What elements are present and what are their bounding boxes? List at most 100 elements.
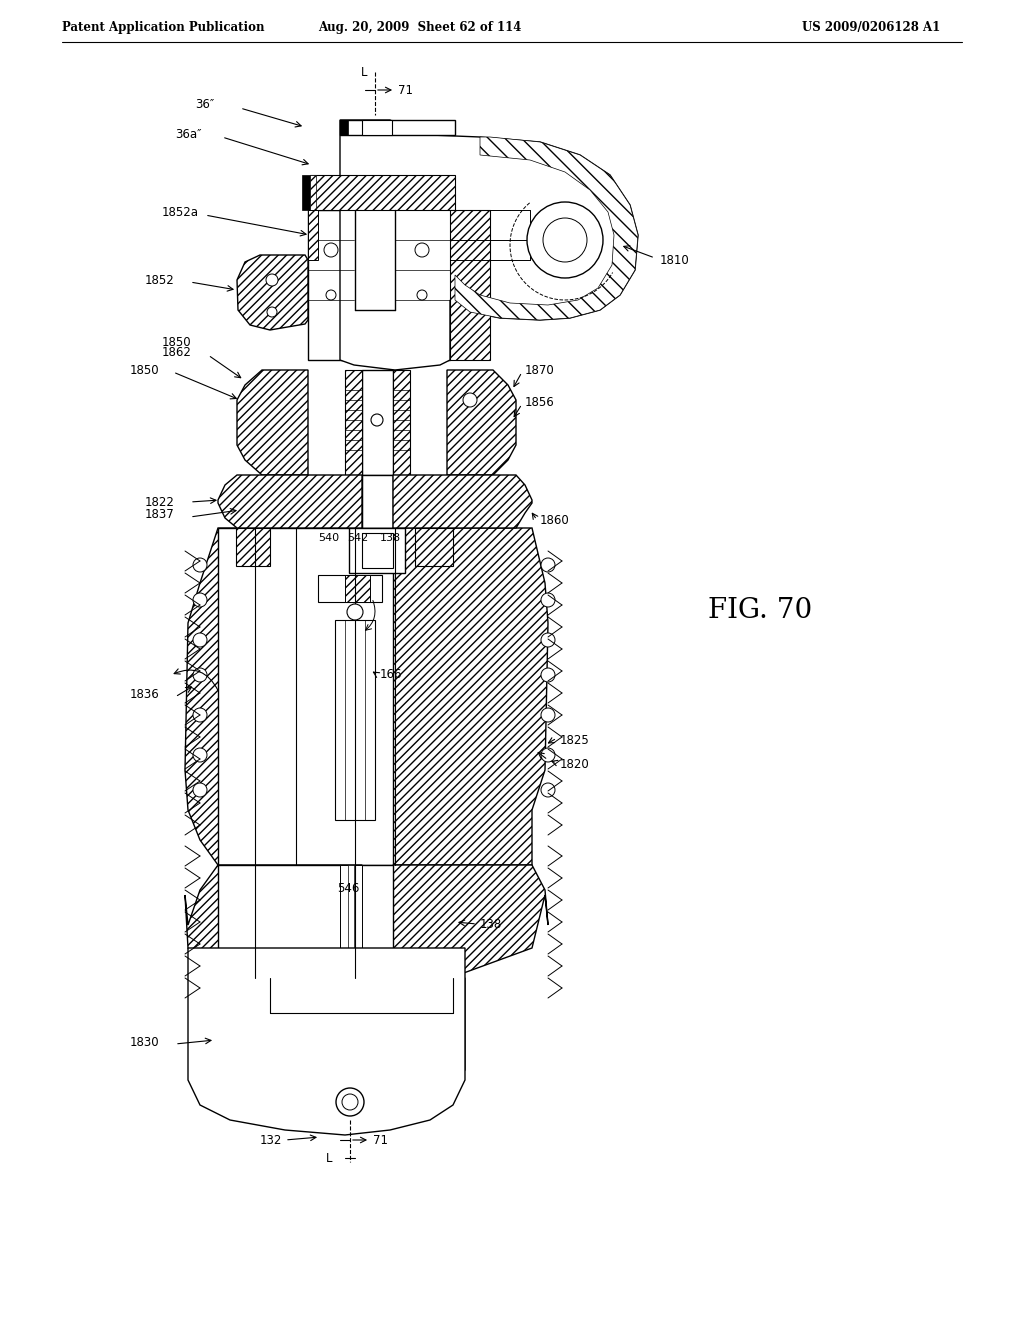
- Polygon shape: [393, 865, 548, 998]
- Text: 540: 540: [318, 533, 339, 543]
- Text: 1820: 1820: [560, 759, 590, 771]
- Polygon shape: [218, 475, 362, 528]
- Circle shape: [463, 393, 477, 407]
- Text: 71: 71: [398, 83, 413, 96]
- Circle shape: [371, 414, 383, 426]
- Text: 138: 138: [480, 919, 502, 932]
- Text: 1852: 1852: [145, 273, 175, 286]
- Circle shape: [415, 243, 429, 257]
- Polygon shape: [188, 948, 465, 1135]
- Circle shape: [541, 668, 555, 682]
- Circle shape: [541, 748, 555, 762]
- Circle shape: [541, 783, 555, 797]
- Text: 36″: 36″: [195, 99, 214, 111]
- Circle shape: [193, 708, 207, 722]
- Polygon shape: [335, 620, 375, 820]
- Circle shape: [193, 668, 207, 682]
- Text: 1862: 1862: [162, 346, 191, 359]
- Circle shape: [543, 218, 587, 261]
- Text: L: L: [360, 66, 367, 78]
- Circle shape: [342, 1094, 358, 1110]
- Text: FIG. 70: FIG. 70: [708, 597, 812, 623]
- Text: 1870: 1870: [525, 363, 555, 376]
- Text: 1822: 1822: [145, 495, 175, 508]
- Text: Aug. 20, 2009  Sheet 62 of 114: Aug. 20, 2009 Sheet 62 of 114: [318, 21, 521, 34]
- Polygon shape: [447, 370, 516, 475]
- Polygon shape: [393, 528, 548, 865]
- Text: L: L: [326, 1151, 332, 1164]
- Polygon shape: [340, 120, 638, 370]
- Circle shape: [336, 1088, 364, 1115]
- Polygon shape: [393, 475, 408, 528]
- Polygon shape: [393, 475, 532, 528]
- Circle shape: [541, 558, 555, 572]
- Text: 71: 71: [373, 1134, 388, 1147]
- Polygon shape: [345, 576, 370, 602]
- Text: 166: 166: [380, 668, 402, 681]
- Text: 1852a: 1852a: [162, 206, 199, 219]
- Polygon shape: [378, 210, 382, 305]
- Polygon shape: [237, 255, 308, 330]
- Polygon shape: [318, 576, 382, 602]
- Circle shape: [527, 202, 603, 279]
- Circle shape: [326, 290, 336, 300]
- Text: 542: 542: [347, 533, 369, 543]
- Text: 132: 132: [260, 1134, 282, 1147]
- Polygon shape: [302, 176, 310, 210]
- Polygon shape: [340, 120, 455, 135]
- Polygon shape: [185, 865, 362, 998]
- Polygon shape: [450, 210, 490, 360]
- Polygon shape: [185, 528, 362, 865]
- Polygon shape: [218, 528, 393, 865]
- Text: 1850: 1850: [162, 335, 191, 348]
- Polygon shape: [349, 528, 406, 573]
- Polygon shape: [340, 120, 348, 135]
- Text: 1836: 1836: [130, 689, 160, 701]
- Polygon shape: [340, 865, 362, 983]
- Text: Patent Application Publication: Patent Application Publication: [62, 21, 264, 34]
- Text: 1856: 1856: [525, 396, 555, 408]
- Circle shape: [267, 308, 278, 317]
- Circle shape: [193, 634, 207, 647]
- Circle shape: [541, 708, 555, 722]
- Text: 1860: 1860: [540, 513, 569, 527]
- Circle shape: [324, 243, 338, 257]
- Text: 1837: 1837: [145, 508, 175, 521]
- Polygon shape: [347, 475, 362, 528]
- Circle shape: [193, 558, 207, 572]
- Circle shape: [193, 783, 207, 797]
- Polygon shape: [362, 475, 393, 528]
- Polygon shape: [455, 137, 638, 319]
- Polygon shape: [345, 370, 362, 475]
- Circle shape: [541, 634, 555, 647]
- Polygon shape: [310, 176, 455, 210]
- Circle shape: [266, 275, 278, 286]
- Polygon shape: [362, 210, 367, 305]
- Polygon shape: [348, 865, 354, 983]
- Text: 1810: 1810: [660, 253, 690, 267]
- Text: 1830: 1830: [130, 1035, 160, 1048]
- Polygon shape: [362, 120, 392, 135]
- Text: US 2009/0206128 A1: US 2009/0206128 A1: [802, 21, 940, 34]
- Polygon shape: [393, 370, 410, 475]
- Polygon shape: [395, 210, 450, 360]
- Polygon shape: [218, 978, 465, 1107]
- Circle shape: [417, 290, 427, 300]
- Circle shape: [193, 593, 207, 607]
- Text: 546: 546: [337, 882, 359, 895]
- Circle shape: [541, 593, 555, 607]
- Text: 138: 138: [380, 533, 401, 543]
- Polygon shape: [362, 533, 393, 568]
- Polygon shape: [362, 370, 393, 475]
- Circle shape: [193, 748, 207, 762]
- Polygon shape: [236, 528, 270, 566]
- Text: 1825: 1825: [560, 734, 590, 747]
- Polygon shape: [415, 528, 453, 566]
- Polygon shape: [310, 176, 316, 210]
- Text: 36a″: 36a″: [175, 128, 202, 141]
- Circle shape: [347, 605, 362, 620]
- Polygon shape: [218, 865, 393, 978]
- Polygon shape: [237, 370, 308, 475]
- Polygon shape: [308, 210, 354, 360]
- Text: 1850: 1850: [130, 363, 160, 376]
